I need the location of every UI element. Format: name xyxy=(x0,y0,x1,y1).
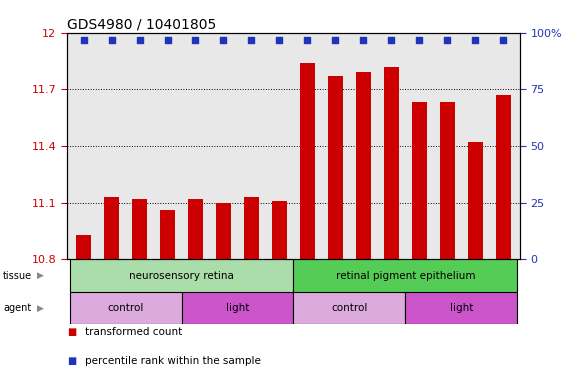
Bar xyxy=(70,259,293,292)
Text: percentile rank within the sample: percentile rank within the sample xyxy=(85,356,261,366)
Text: ■: ■ xyxy=(67,356,76,366)
Bar xyxy=(181,292,293,324)
Text: tissue: tissue xyxy=(3,270,32,281)
Point xyxy=(275,37,284,43)
Bar xyxy=(300,63,315,259)
Text: agent: agent xyxy=(3,303,31,313)
Point xyxy=(247,37,256,43)
Point xyxy=(191,37,200,43)
Point xyxy=(79,37,88,43)
Bar xyxy=(328,76,343,259)
Bar xyxy=(383,66,399,259)
Bar xyxy=(244,197,259,259)
Text: transformed count: transformed count xyxy=(85,327,182,337)
Bar xyxy=(496,95,511,259)
Text: control: control xyxy=(331,303,368,313)
Point xyxy=(358,37,368,43)
Text: light: light xyxy=(450,303,473,313)
Bar xyxy=(293,259,517,292)
Text: light: light xyxy=(226,303,249,313)
Point xyxy=(331,37,340,43)
Bar xyxy=(406,292,517,324)
Bar xyxy=(411,103,427,259)
Text: retinal pigment epithelium: retinal pigment epithelium xyxy=(336,270,475,281)
Bar xyxy=(132,199,147,259)
Text: control: control xyxy=(107,303,144,313)
Point xyxy=(387,37,396,43)
Point xyxy=(303,37,312,43)
Bar xyxy=(468,142,483,259)
Bar xyxy=(104,197,119,259)
Bar xyxy=(293,292,406,324)
Bar xyxy=(76,235,91,259)
Bar xyxy=(440,103,455,259)
Point xyxy=(135,37,144,43)
Point xyxy=(443,37,452,43)
Text: GDS4980 / 10401805: GDS4980 / 10401805 xyxy=(67,18,216,31)
Point xyxy=(107,37,116,43)
Bar xyxy=(188,199,203,259)
Bar xyxy=(216,203,231,259)
Bar xyxy=(272,201,287,259)
Point xyxy=(163,37,172,43)
Bar xyxy=(70,292,181,324)
Point xyxy=(471,37,480,43)
Point xyxy=(415,37,424,43)
Text: ▶: ▶ xyxy=(37,304,44,313)
Text: ▶: ▶ xyxy=(37,271,44,280)
Text: ■: ■ xyxy=(67,327,76,337)
Bar xyxy=(160,210,175,259)
Bar xyxy=(356,72,371,259)
Point xyxy=(219,37,228,43)
Text: neurosensory retina: neurosensory retina xyxy=(129,270,234,281)
Point xyxy=(498,37,508,43)
